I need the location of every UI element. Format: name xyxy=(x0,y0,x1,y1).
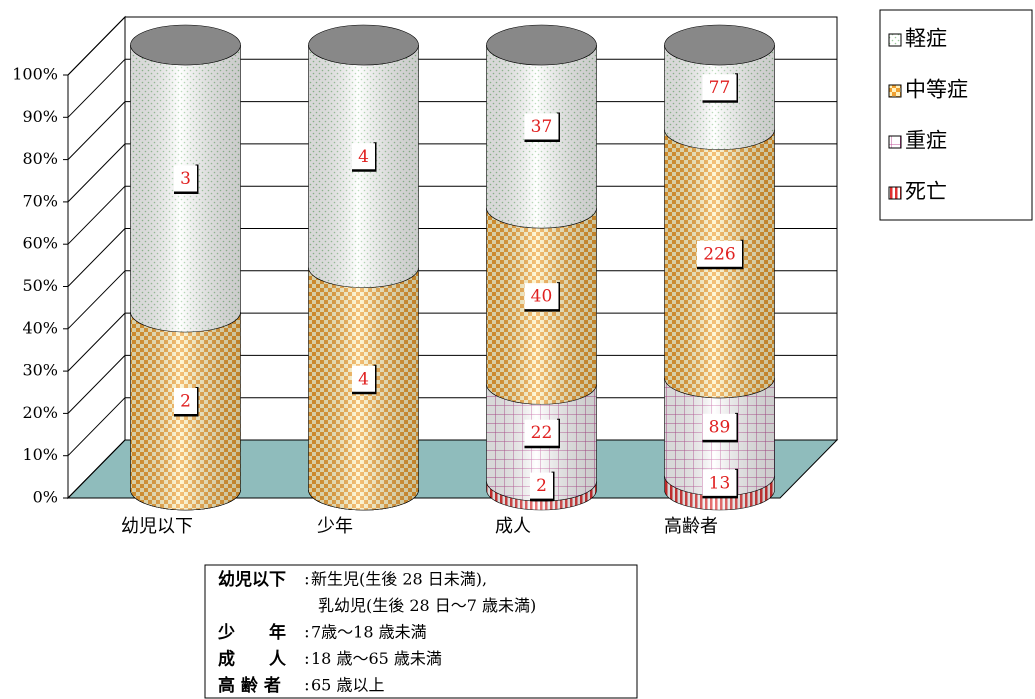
note-colon: : xyxy=(304,649,310,669)
legend-swatch xyxy=(888,135,902,149)
y-tick-label: 20% xyxy=(22,403,58,422)
cylinder-top xyxy=(308,24,419,66)
segment-shade xyxy=(664,475,775,510)
grid-line xyxy=(67,228,126,287)
note-text: 65 歳以上 xyxy=(311,676,384,695)
data-label: 4 xyxy=(358,147,369,167)
note-term: 高 齢 者 xyxy=(218,675,281,696)
grid-line xyxy=(67,355,126,414)
legend-label: 重症 xyxy=(905,129,947,153)
x-tick-label: 幼児以下 xyxy=(121,516,193,537)
label-box xyxy=(352,143,375,170)
y-tick-label: 10% xyxy=(22,445,58,464)
note-text: 新生児(生後 28 日未満), xyxy=(311,570,487,589)
note-colon: : xyxy=(304,570,310,590)
grid-line xyxy=(67,16,126,76)
label-box xyxy=(702,413,737,440)
label-box xyxy=(174,165,197,192)
y-tick-label: 50% xyxy=(22,276,58,295)
y-tick-label: 30% xyxy=(22,361,58,380)
y-tick-label: 0% xyxy=(33,488,58,507)
data-label: 4 xyxy=(358,369,369,389)
y-tick-label: 80% xyxy=(22,149,58,168)
x-tick-label: 少年 xyxy=(317,516,353,537)
label-box xyxy=(352,365,375,392)
data-label: 89 xyxy=(709,417,731,437)
grid-line xyxy=(67,439,126,499)
note-colon: : xyxy=(304,676,310,696)
grid-line xyxy=(67,101,126,160)
note-term: 少 年 xyxy=(217,622,286,643)
segment-shade xyxy=(486,481,597,510)
legend-swatch xyxy=(888,33,902,47)
data-label: 2 xyxy=(536,476,547,496)
y-tick-label: 40% xyxy=(22,318,58,337)
cylinder-top xyxy=(486,24,597,66)
legend-label: 死亡 xyxy=(905,180,947,204)
data-label: 13 xyxy=(709,473,731,493)
legend-label: 軽症 xyxy=(905,27,947,51)
label-box xyxy=(174,388,197,414)
grid-line xyxy=(67,58,126,118)
data-label: 226 xyxy=(703,244,735,264)
note-colon: : xyxy=(304,623,310,643)
legend-box xyxy=(879,9,1033,221)
grid-line xyxy=(67,143,126,203)
note-term: 幼児以下 xyxy=(218,569,286,590)
cylinder-top xyxy=(130,24,241,66)
note-text: 18 歳～65 歳未満 xyxy=(311,649,442,668)
legend-swatch xyxy=(888,186,902,200)
grid-line xyxy=(67,185,126,245)
y-tick-label: 60% xyxy=(22,234,58,253)
note-text: 乳幼児(生後 28 日～7 歳未満) xyxy=(318,596,536,615)
x-tick-label: 高齢者 xyxy=(664,516,718,537)
grid-line xyxy=(67,270,126,330)
label-box xyxy=(697,240,742,267)
label-box xyxy=(702,74,737,101)
data-label: 2 xyxy=(180,392,191,412)
legend-label: 中等症 xyxy=(905,78,968,102)
data-label: 3 xyxy=(180,169,191,189)
x-tick-label: 成人 xyxy=(495,516,531,537)
note-text: 7歳～18 歳未満 xyxy=(311,623,427,642)
label-box xyxy=(524,113,559,140)
label-box xyxy=(524,419,559,446)
y-tick-label: 100% xyxy=(12,65,58,84)
data-label: 77 xyxy=(709,78,731,98)
grid-line xyxy=(67,397,126,457)
note-term: 成 人 xyxy=(218,649,287,670)
data-label: 37 xyxy=(531,117,553,137)
label-box xyxy=(524,283,559,310)
data-label: 40 xyxy=(531,287,553,307)
data-label: 22 xyxy=(531,423,553,443)
cylinder-top xyxy=(664,24,775,66)
legend-swatch xyxy=(888,84,902,98)
label-box xyxy=(530,472,553,499)
y-tick-label: 90% xyxy=(22,107,58,126)
note-box xyxy=(204,564,638,699)
y-tick-label: 70% xyxy=(22,191,58,210)
grid-line xyxy=(67,312,126,372)
label-box xyxy=(702,469,737,496)
